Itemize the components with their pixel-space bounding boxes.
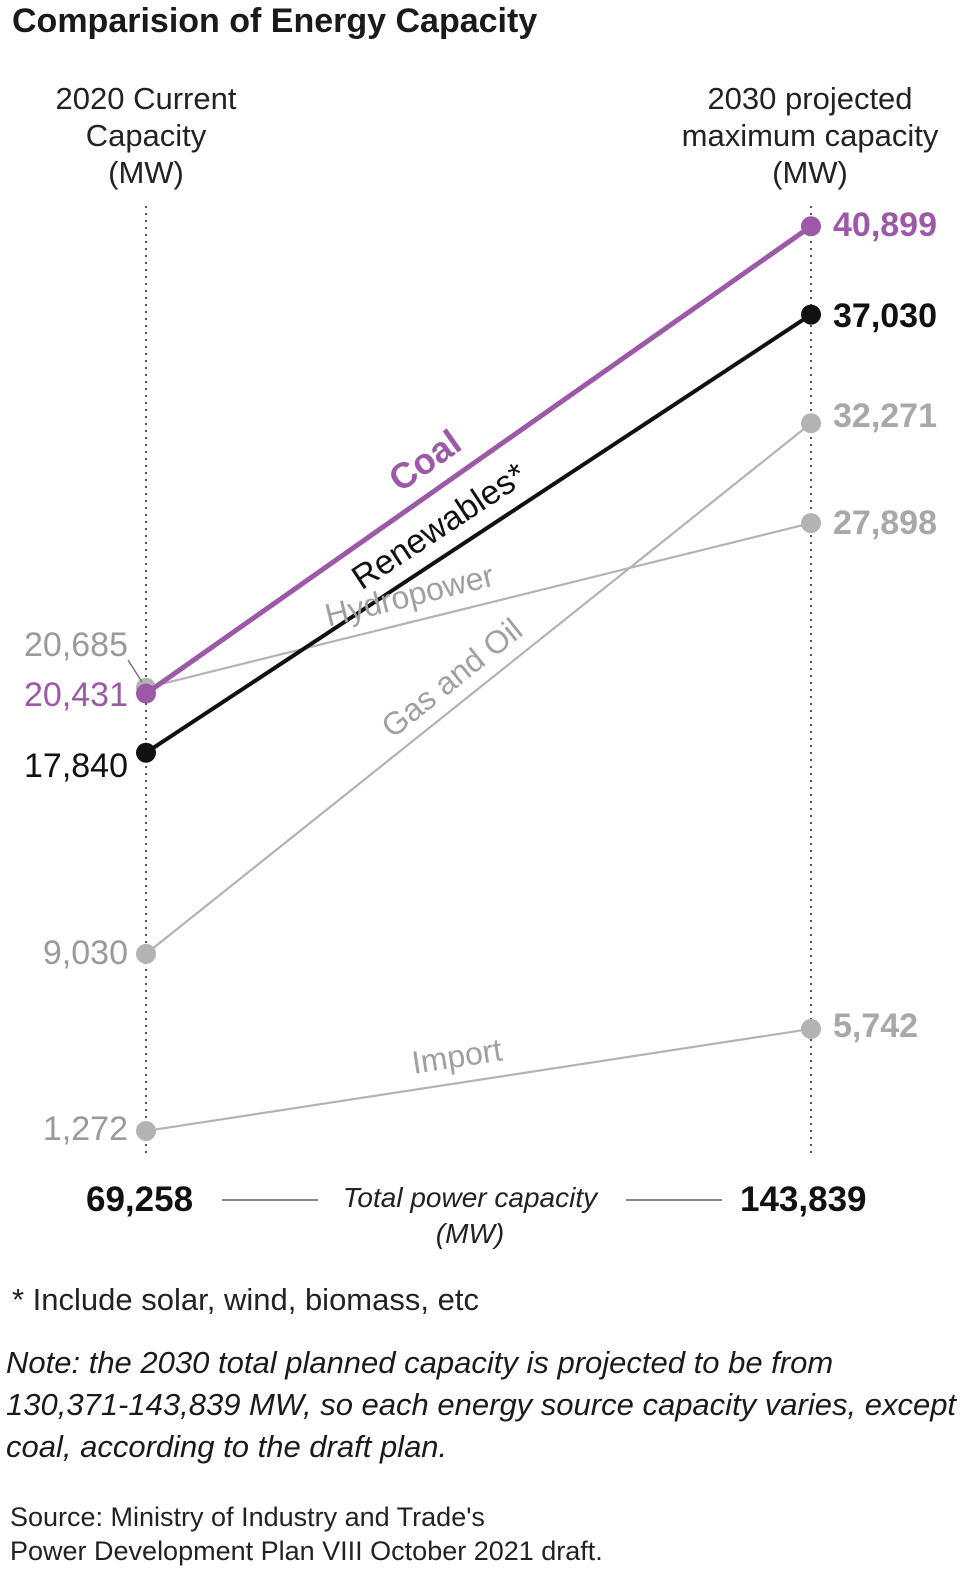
chart-title: Comparision of Energy Capacity	[12, 2, 538, 40]
series-layer	[136, 216, 821, 1141]
hydropower-point-2030	[801, 513, 821, 534]
left-header-line-2: Capacity	[85, 118, 207, 153]
right-header-line-1: 2030 projected	[707, 81, 913, 116]
renewables-point-2020	[136, 742, 156, 763]
right-header-line-3: (MW)	[772, 155, 848, 190]
source: Source: Ministry of Industry and Trade's…	[10, 1500, 603, 1568]
coal-series-name: Coal	[381, 421, 468, 499]
renewables-series-line	[144, 312, 813, 755]
import-series-line	[145, 1027, 812, 1133]
total-2030-value: 143,839	[740, 1180, 867, 1219]
hydropower-series-line	[145, 522, 812, 689]
import-value-2020: 1,272	[43, 1110, 128, 1148]
renewables-point-2030	[801, 304, 821, 325]
coal-point-2030	[801, 216, 821, 237]
total-2020-value: 69,258	[86, 1180, 194, 1219]
hydropower-value-2030: 27,898	[833, 504, 937, 542]
right-column-header: 2030 projected maximum capacity (MW)	[660, 80, 960, 191]
source-line-2: Power Development Plan VIII October 2021…	[10, 1536, 603, 1566]
note-line-3: coal, according to the draft plan.	[6, 1429, 448, 1464]
gas-and-oil-value-2020: 9,030	[43, 934, 128, 972]
gas-and-oil-value-2030: 32,271	[833, 397, 937, 435]
note: Note: the 2030 total planned capacity is…	[6, 1342, 956, 1468]
total-capacity-label: Total power capacity (MW)	[315, 1180, 625, 1252]
left-column-header: 2020 Current Capacity (MW)	[30, 80, 262, 191]
renewables-value-2030: 37,030	[833, 297, 937, 335]
import-value-2030: 5,742	[833, 1007, 918, 1045]
total-label-line-1: Total power capacity	[342, 1182, 598, 1213]
import-point-2020	[136, 1120, 156, 1141]
gas-and-oil-series-line	[145, 422, 812, 955]
import-series-name: Import	[409, 1031, 504, 1080]
note-line-2: 130,371-143,839 MW, so each energy sourc…	[6, 1387, 957, 1422]
left-header-line-3: (MW)	[108, 155, 184, 190]
gas-and-oil-series-name: Gas and Oil	[374, 611, 529, 745]
note-line-1: Note: the 2030 total planned capacity is…	[6, 1345, 834, 1380]
coal-value-2030: 40,899	[833, 206, 937, 244]
hydropower-label-leader	[127, 659, 143, 683]
source-line-1: Source: Ministry of Industry and Trade's	[10, 1502, 485, 1532]
hydropower-value-2020: 20,685	[24, 626, 128, 664]
gas-and-oil-point-2020	[136, 943, 156, 964]
total-label-line-2: (MW)	[435, 1218, 505, 1249]
coal-value-2020: 20,431	[24, 676, 128, 714]
footnote: * Include solar, wind, biomass, etc	[12, 1282, 479, 1317]
left-header-line-1: 2020 Current	[55, 81, 237, 116]
renewables-value-2020: 17,840	[24, 747, 128, 785]
right-header-line-2: maximum capacity	[681, 118, 939, 153]
coal-series-line	[144, 224, 813, 696]
coal-point-2020	[136, 683, 156, 704]
gas-and-oil-point-2030	[801, 413, 821, 434]
import-point-2030	[801, 1018, 821, 1039]
